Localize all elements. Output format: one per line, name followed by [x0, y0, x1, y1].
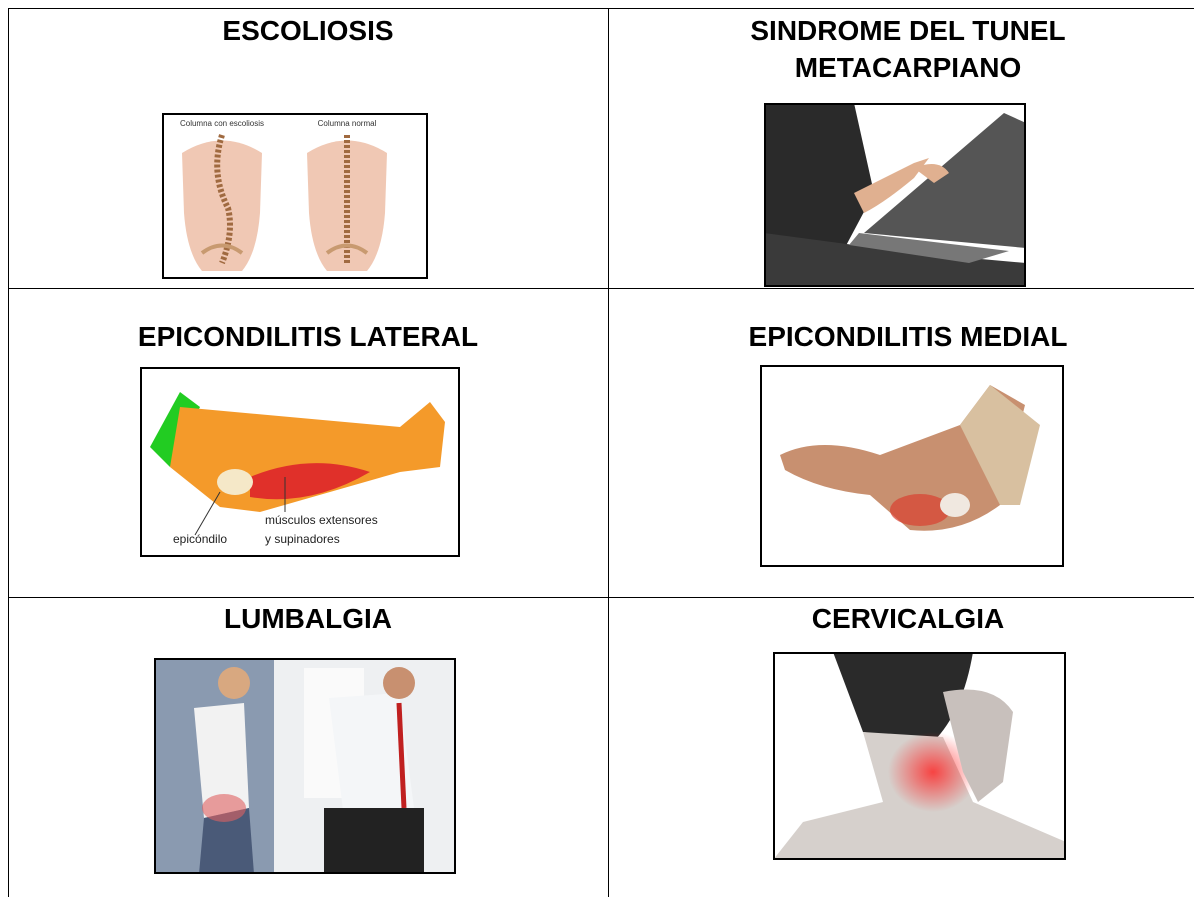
cell-title: SINDROME DEL TUNEL METACARPIANO: [608, 12, 1194, 86]
neck-pain-image: [773, 652, 1066, 860]
image-label: epicóndilo: [173, 532, 227, 546]
medial-epicondylitis-image: [760, 365, 1064, 567]
cell-title: EPICONDILITIS MEDIAL: [608, 318, 1194, 355]
cell-title: LUMBALGIA: [8, 600, 608, 637]
title-line: EPICONDILITIS MEDIAL: [748, 321, 1068, 352]
title-line: SINDROME DEL TUNEL: [750, 15, 1066, 46]
lateral-epicondylitis-image: músculos extensores y supinadores epicón…: [140, 367, 460, 557]
image-label: Columna con escoliosis: [180, 119, 264, 128]
title-line: EPICONDILITIS LATERAL: [137, 321, 479, 352]
column-border: [608, 8, 609, 897]
row-border: [8, 597, 1194, 598]
scoliosis-image: Columna con escoliosis Columna normal: [162, 113, 428, 279]
image-label: Columna normal: [318, 119, 377, 128]
cell-title: CERVICALGIA: [608, 600, 1194, 637]
title-line: LUMBALGIA: [224, 603, 392, 634]
carpal-tunnel-image: [764, 103, 1026, 287]
low-back-pain-image: [154, 658, 456, 874]
cell-title: EPICONDILITIS LATERAL: [8, 318, 608, 355]
image-label: y supinadores: [265, 532, 340, 546]
table-border: [8, 8, 9, 897]
row-border: [8, 288, 1194, 289]
title-line: ESCOLIOSIS: [222, 15, 394, 46]
cell-title: ESCOLIOSIS: [8, 12, 608, 49]
title-line: CERVICALGIA: [811, 603, 1005, 634]
title-line: METACARPIANO: [794, 52, 1022, 83]
table-border: [8, 8, 1194, 9]
image-label: músculos extensores: [265, 513, 378, 527]
